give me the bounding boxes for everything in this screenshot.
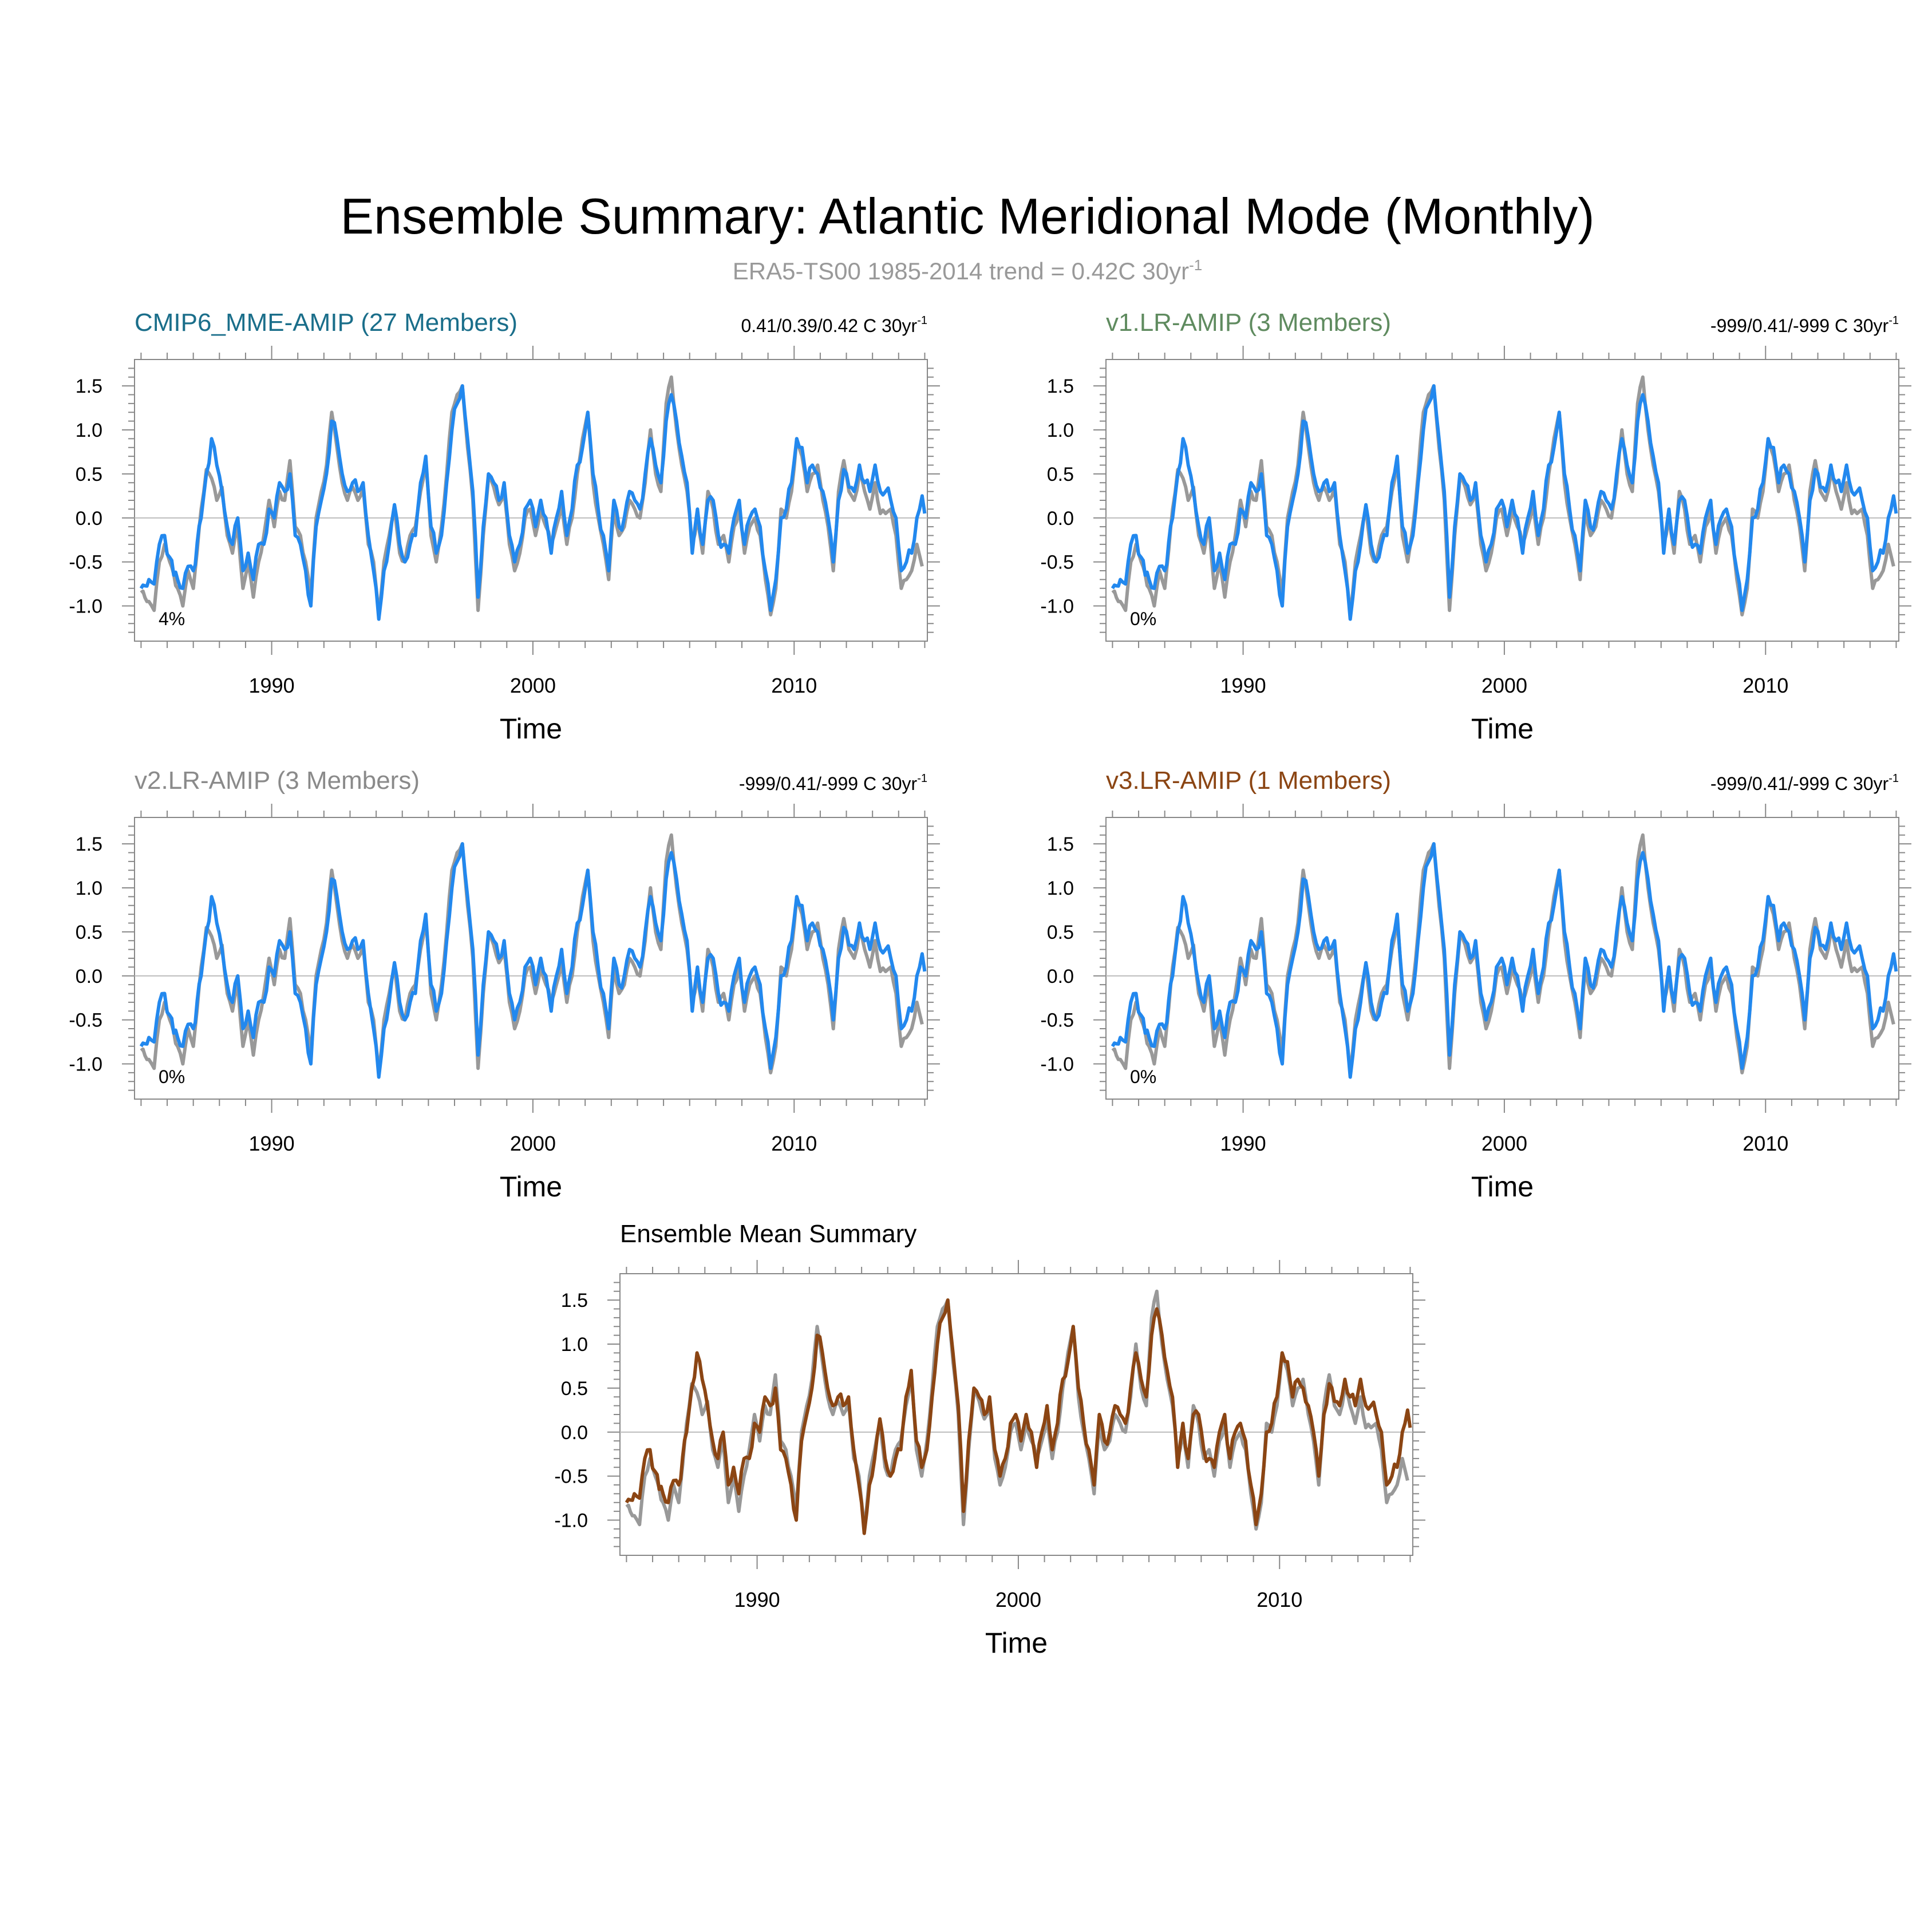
- trend-label: 0.41/0.39/0.42 C 30yr-1: [741, 314, 927, 336]
- observation-series-line: [140, 833, 924, 1074]
- y-tick-label: -1.0: [69, 596, 102, 618]
- x-axis-label: Time: [1471, 1171, 1534, 1203]
- y-tick-label: -0.5: [1040, 552, 1074, 574]
- percent-label: 0%: [1130, 609, 1156, 629]
- y-tick-label: 0.0: [1047, 508, 1074, 530]
- figure-title: Ensemble Summary: Atlantic Meridional Mo…: [340, 188, 1594, 244]
- x-tick-label: 2010: [771, 1132, 817, 1155]
- y-tick-label: 0.5: [76, 464, 102, 485]
- panel-title: v1.LR-AMIP (3 Members): [1106, 309, 1391, 337]
- x-tick-label: 1990: [1220, 674, 1266, 697]
- x-tick-label: 2010: [1257, 1588, 1302, 1611]
- percent-label: 4%: [159, 609, 185, 629]
- observation-series-line: [1111, 833, 1895, 1074]
- x-tick-label: 2000: [510, 674, 556, 697]
- x-tick-label: 1990: [1220, 1132, 1266, 1155]
- y-tick-label: 1.0: [561, 1334, 588, 1356]
- model-series-line: [1111, 384, 1898, 621]
- y-tick-label: 1.0: [76, 878, 102, 899]
- trend-label-superscript: -1: [917, 772, 927, 785]
- y-tick-label: -0.5: [554, 1466, 588, 1488]
- y-tick-label: 0.0: [561, 1422, 588, 1444]
- y-tick-label: 0.0: [76, 966, 102, 987]
- y-tick-label: 0.5: [1047, 922, 1074, 943]
- y-tick-label: 0.0: [1047, 966, 1074, 987]
- y-tick-label: -1.0: [554, 1510, 588, 1532]
- y-tick-label: 1.0: [76, 420, 102, 441]
- chart-panel-5: Ensemble Mean Summary 1.5 1.0 0.5 0.0 -0.5 -1.…: [554, 1220, 1425, 1659]
- y-tick-label: -0.5: [69, 552, 102, 574]
- y-tick-label: -1.0: [69, 1054, 102, 1076]
- panel-title: v3.LR-AMIP (1 Members): [1106, 767, 1391, 795]
- trend-label: -999/0.41/-999 C 30yr-1: [1710, 314, 1899, 336]
- x-axis-label: Time: [500, 1171, 562, 1203]
- trend-label-superscript: -1: [1888, 772, 1899, 785]
- y-tick-label: 1.0: [1047, 878, 1074, 899]
- observation-series-line: [1111, 375, 1895, 617]
- y-tick-label: 0.5: [1047, 464, 1074, 485]
- panels-group: CMIP6_MME-AMIP (27 Members) 0.41/0.39/0.4…: [69, 309, 1911, 1659]
- y-tick-label: -1.0: [1040, 1054, 1074, 1076]
- y-tick-label: -0.5: [1040, 1010, 1074, 1032]
- y-tick-label: 1.5: [76, 376, 102, 397]
- x-tick-label: 2000: [995, 1588, 1041, 1611]
- x-tick-label: 2010: [1743, 674, 1788, 697]
- observation-series-line: [625, 1289, 1409, 1531]
- trend-label-text: 0.41/0.39/0.42 C 30yr: [741, 315, 917, 336]
- x-tick-label: 1990: [249, 674, 295, 697]
- trend-label-text: -999/0.41/-999 C 30yr: [1710, 773, 1889, 794]
- observation-series-line: [140, 375, 924, 617]
- trend-label: -999/0.41/-999 C 30yr-1: [739, 772, 927, 794]
- trend-label-text: -999/0.41/-999 C 30yr: [739, 773, 918, 794]
- y-tick-label: -0.5: [69, 1010, 102, 1032]
- y-tick-label: 1.5: [1047, 833, 1074, 855]
- trend-label-superscript: -1: [917, 314, 927, 327]
- panel-title: v2.LR-AMIP (3 Members): [135, 767, 420, 795]
- trend-label-superscript: -1: [1888, 314, 1899, 327]
- chart-panel-1: CMIP6_MME-AMIP (27 Members) 0.41/0.39/0.4…: [69, 309, 940, 745]
- chart-panel-3: v2.LR-AMIP (3 Members) -999/0.41/-999 C 3…: [69, 767, 940, 1203]
- y-tick-label: 0.5: [76, 922, 102, 943]
- panel-title: Ensemble Mean Summary: [620, 1220, 916, 1248]
- y-tick-label: 1.5: [561, 1290, 588, 1311]
- subtitle-superscript: -1: [1189, 256, 1202, 274]
- model-series-line: [139, 842, 927, 1079]
- model-series-line: [1111, 842, 1898, 1079]
- y-tick-label: 0.5: [561, 1378, 588, 1400]
- percent-label: 0%: [159, 1066, 185, 1087]
- x-axis-label: Time: [985, 1627, 1048, 1659]
- chart-panel-2: v1.LR-AMIP (3 Members) -999/0.41/-999 C 3…: [1040, 309, 1911, 745]
- y-tick-label: 0.0: [76, 508, 102, 530]
- panel-title: CMIP6_MME-AMIP (27 Members): [135, 309, 517, 337]
- chart-panel-4: v3.LR-AMIP (1 Members) -999/0.41/-999 C 3…: [1040, 767, 1911, 1203]
- y-tick-label: 1.5: [76, 833, 102, 855]
- model-series-line: [139, 384, 927, 621]
- trend-label-text: -999/0.41/-999 C 30yr: [1710, 315, 1889, 336]
- subtitle-text: ERA5-TS00 1985-2014 trend = 0.42C 30yr: [733, 258, 1189, 285]
- x-tick-label: 1990: [734, 1588, 780, 1611]
- x-tick-label: 2000: [1481, 674, 1527, 697]
- x-tick-label: 2010: [771, 674, 817, 697]
- x-tick-label: 2010: [1743, 1132, 1788, 1155]
- y-tick-label: 1.0: [1047, 420, 1074, 441]
- ensemble-mean-series-line: [625, 1298, 1412, 1535]
- x-tick-label: 1990: [249, 1132, 295, 1155]
- x-tick-label: 2000: [510, 1132, 556, 1155]
- y-tick-label: -1.0: [1040, 596, 1074, 618]
- x-tick-label: 2000: [1481, 1132, 1527, 1155]
- trend-label: -999/0.41/-999 C 30yr-1: [1710, 772, 1899, 794]
- figure-subtitle: ERA5-TS00 1985-2014 trend = 0.42C 30yr-1: [733, 256, 1202, 285]
- y-tick-label: 1.5: [1047, 376, 1074, 397]
- percent-label: 0%: [1130, 1066, 1156, 1087]
- x-axis-label: Time: [500, 713, 562, 745]
- x-axis-label: Time: [1471, 713, 1534, 745]
